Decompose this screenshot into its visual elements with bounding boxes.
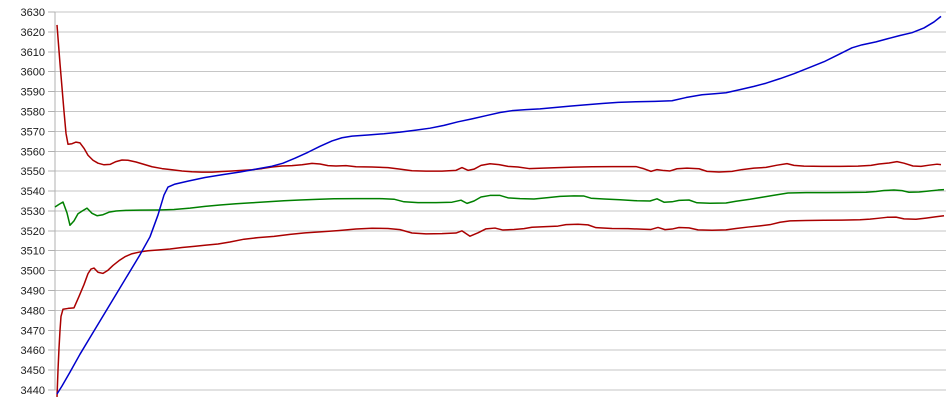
series-line-green-mid <box>54 188 945 227</box>
y-axis-label-3590: 3590 <box>21 87 45 99</box>
y-axis-label-3600: 3600 <box>21 67 45 79</box>
y-axis-label-3500: 3500 <box>21 266 45 278</box>
series-line-blue-rising <box>56 15 942 395</box>
y-axis-label-3540: 3540 <box>21 186 45 198</box>
y-axis-label-3560: 3560 <box>21 146 45 158</box>
y-axis-label-3610: 3610 <box>21 47 45 59</box>
y-axis-label-3530: 3530 <box>21 206 45 218</box>
y-axis-label-3570: 3570 <box>21 126 45 138</box>
y-axis-label-3480: 3480 <box>21 305 45 317</box>
y-axis-label-3630: 3630 <box>21 7 45 19</box>
series-line-red-upper <box>56 24 942 173</box>
y-axis-label-3460: 3460 <box>21 345 45 357</box>
y-axis-label-3620: 3620 <box>21 27 45 39</box>
y-axis-label-3450: 3450 <box>21 365 45 377</box>
y-axis-label-3550: 3550 <box>21 166 45 178</box>
y-axis-label-3520: 3520 <box>21 226 45 238</box>
y-axis-label-3470: 3470 <box>21 325 45 337</box>
y-axis-label-3510: 3510 <box>21 246 45 258</box>
series-line-red-lower <box>56 214 945 397</box>
y-axis-label-3490: 3490 <box>21 286 45 298</box>
y-axis-label-3440: 3440 <box>21 385 45 397</box>
y-axis-label-3580: 3580 <box>21 106 45 118</box>
